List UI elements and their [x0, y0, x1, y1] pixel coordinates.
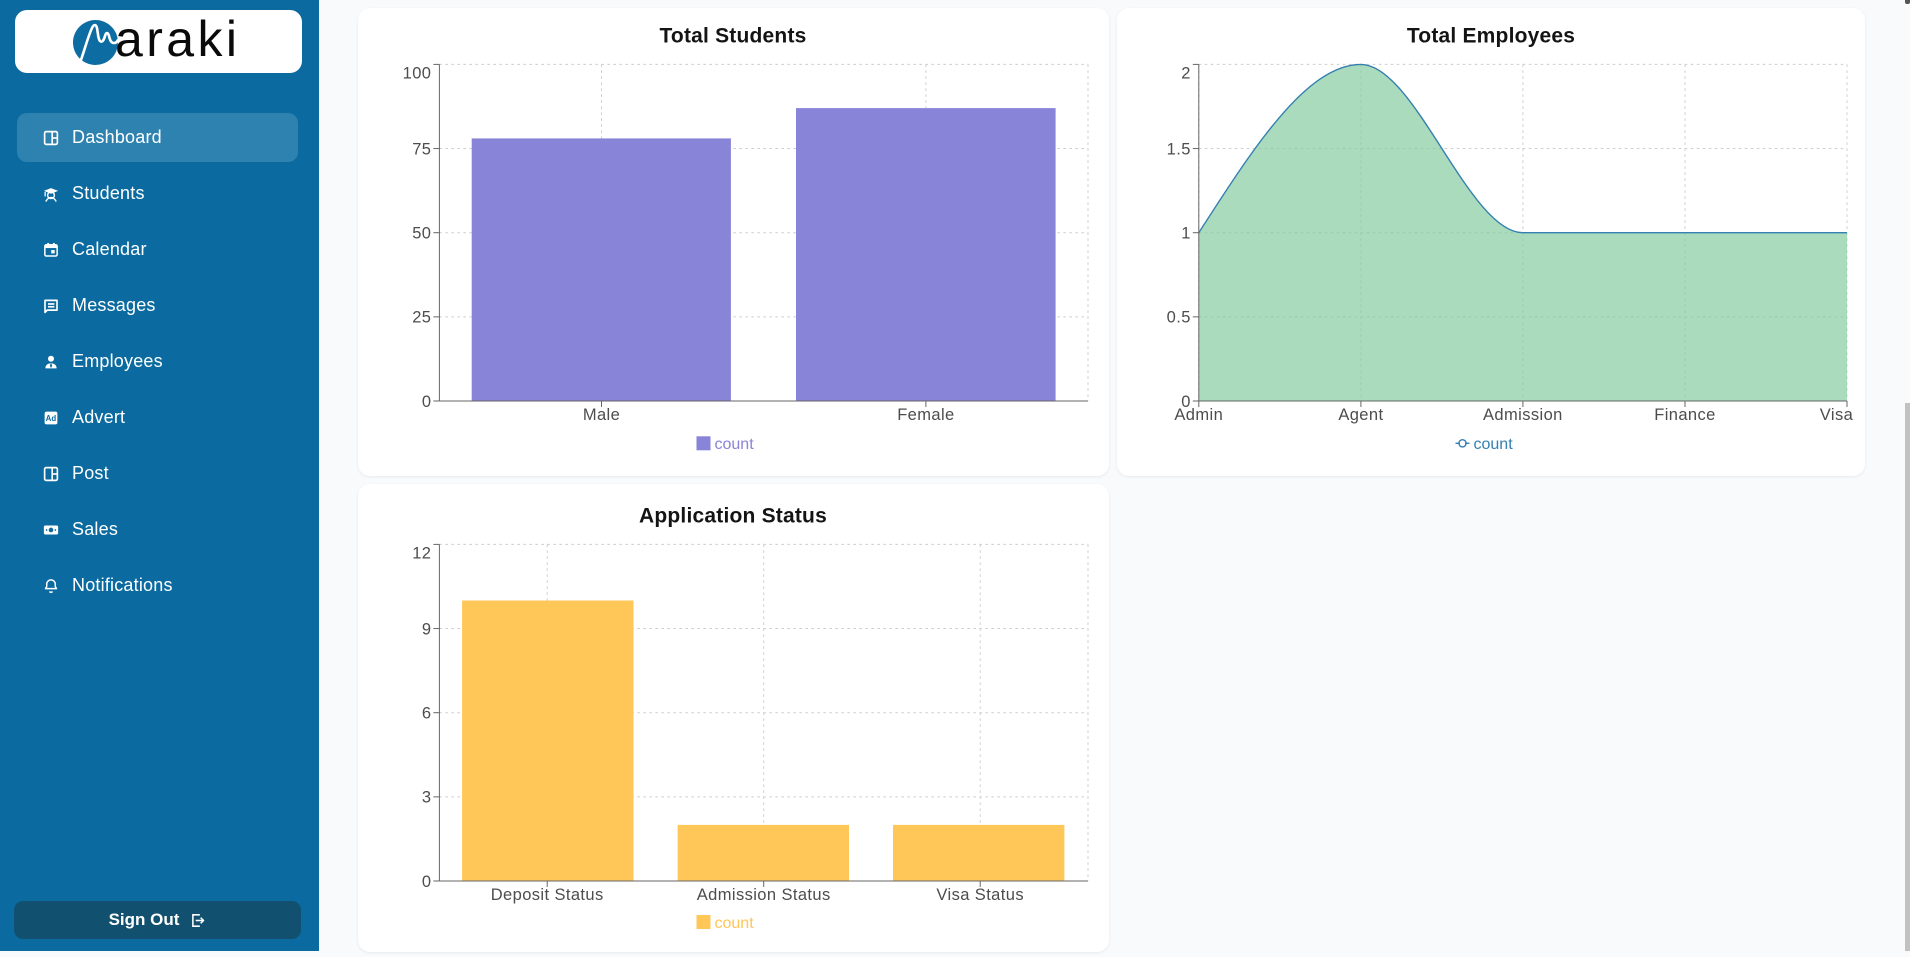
svg-text:12: 12 [412, 544, 431, 562]
svg-text:Total Students: Total Students [659, 25, 806, 48]
svg-text:count: count [715, 436, 755, 453]
svg-text:0.5: 0.5 [1167, 309, 1191, 327]
svg-text:50: 50 [412, 225, 431, 243]
svg-text:6: 6 [422, 705, 432, 723]
svg-text:Total Employees: Total Employees [1407, 25, 1575, 48]
svg-text:Visa Status: Visa Status [936, 886, 1024, 904]
svg-text:3: 3 [422, 789, 432, 807]
svg-text:Application Status: Application Status [639, 505, 827, 528]
svg-text:Deposit Status: Deposit Status [491, 886, 604, 904]
svg-text:Visa: Visa [1820, 406, 1854, 424]
svg-text:Admission: Admission [1483, 406, 1563, 424]
svg-text:25: 25 [412, 309, 431, 327]
svg-text:0: 0 [1181, 393, 1191, 411]
svg-text:9: 9 [422, 620, 432, 638]
svg-text:75: 75 [412, 140, 431, 158]
svg-text:Agent: Agent [1338, 406, 1383, 424]
svg-text:100: 100 [403, 64, 432, 82]
svg-text:0: 0 [422, 393, 432, 411]
svg-text:count: count [1474, 436, 1514, 453]
svg-text:1.5: 1.5 [1167, 140, 1191, 158]
svg-text:Admin: Admin [1174, 406, 1223, 424]
svg-text:Female: Female [897, 406, 954, 424]
svg-text:araki: araki [115, 11, 240, 67]
svg-text:Ad: Ad [46, 414, 57, 423]
svg-text:Finance: Finance [1654, 406, 1716, 424]
svg-text:Admission Status: Admission Status [697, 886, 831, 904]
svg-text:1: 1 [1181, 225, 1191, 243]
svg-text:Male: Male [583, 406, 620, 424]
svg-text:count: count [715, 915, 755, 932]
svg-text:0: 0 [422, 873, 432, 891]
svg-text:2: 2 [1181, 64, 1191, 82]
